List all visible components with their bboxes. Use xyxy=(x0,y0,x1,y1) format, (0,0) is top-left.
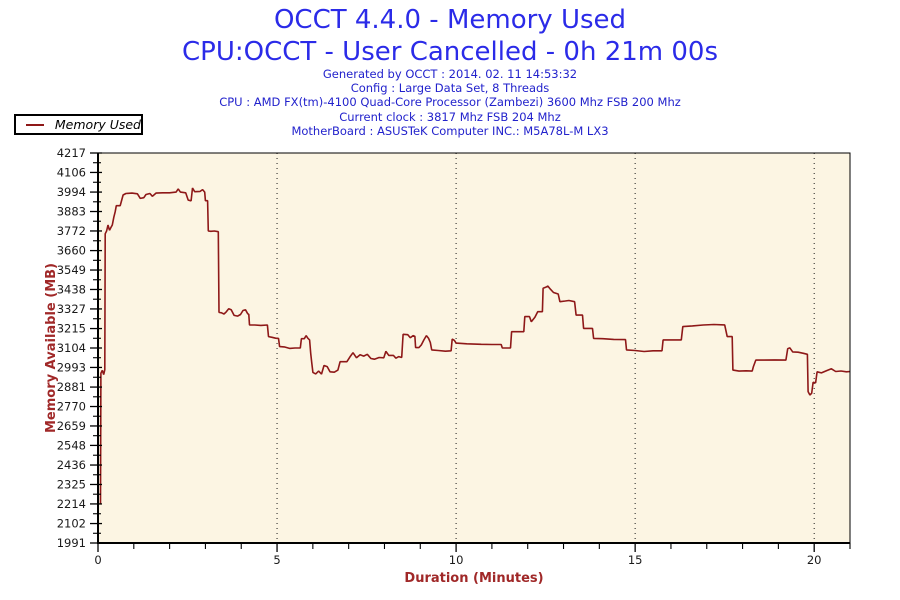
x-axis-title: Duration (Minutes) xyxy=(404,571,543,586)
y-axis-title: Memory Available (MB) xyxy=(44,263,59,433)
y-tick-label: 3994 xyxy=(57,185,86,199)
y-tick-label: 2881 xyxy=(57,380,86,394)
chart-title: OCCT 4.4.0 - Memory Used xyxy=(273,5,627,35)
plot-background xyxy=(98,153,850,543)
legend: Memory Used xyxy=(14,114,143,135)
y-tick-label: 2770 xyxy=(57,400,86,414)
info-config: Config : Large Data Set, 8 Threads xyxy=(350,81,550,96)
y-tick-label: 3772 xyxy=(57,224,86,238)
y-tick-label: 3549 xyxy=(57,263,86,277)
info-cpu: CPU : AMD FX(tm)-4100 Quad-Core Processo… xyxy=(219,95,681,110)
info-clock: Current clock : 3817 Mhz FSB 204 Mhz xyxy=(339,109,561,124)
y-tick-label: 3104 xyxy=(57,341,86,355)
legend-label: Memory Used xyxy=(54,117,141,132)
y-tick-label: 3660 xyxy=(57,244,86,258)
y-tick-label: 2214 xyxy=(57,497,86,511)
y-tick-label: 3438 xyxy=(57,282,86,296)
x-tick-label: 5 xyxy=(273,553,280,567)
system-info-block: Generated by OCCT : 2014. 02. 11 14:53:3… xyxy=(0,67,900,138)
info-generated: Generated by OCCT : 2014. 02. 11 14:53:3… xyxy=(322,67,578,81)
x-tick-label: 10 xyxy=(449,553,464,567)
y-tick-label: 2659 xyxy=(57,419,86,433)
y-tick-label: 2993 xyxy=(57,360,86,374)
memory-used-line xyxy=(99,187,851,505)
y-tick-label: 3215 xyxy=(57,322,86,336)
y-tick-label: 2548 xyxy=(57,438,86,452)
y-tick-label: 2325 xyxy=(57,477,86,491)
y-tick-label: 1991 xyxy=(57,536,86,550)
x-tick-label: 20 xyxy=(807,553,822,567)
x-tick-label: 15 xyxy=(628,553,643,567)
y-tick-label: 3327 xyxy=(57,302,86,316)
y-tick-label: 4106 xyxy=(57,165,86,179)
legend-line-sample-icon xyxy=(26,123,44,126)
info-motherboard: MotherBoard : ASUSTeK Computer INC.: M5A… xyxy=(291,123,609,138)
y-tick-label: 4217 xyxy=(57,146,86,160)
chart-subtitle: CPU:OCCT - User Cancelled - 0h 21m 00s xyxy=(181,37,719,67)
y-tick-label: 2102 xyxy=(57,517,86,531)
y-tick-label: 3883 xyxy=(57,205,86,219)
y-tick-label: 2436 xyxy=(57,458,86,472)
x-tick-label: 0 xyxy=(94,553,101,567)
